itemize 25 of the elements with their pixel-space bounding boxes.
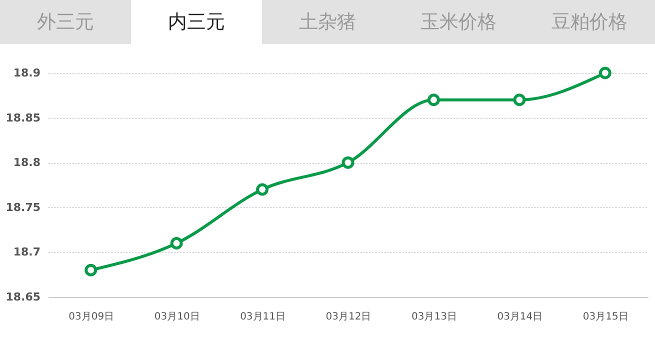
x-tick-label: 03月15日: [582, 312, 628, 322]
text: 外三元: [36, 10, 95, 35]
point: [598, 66, 612, 80]
text: 豆粕价格: [550, 10, 628, 35]
point: [84, 264, 98, 276]
x-tick-label: 03月11日: [240, 312, 286, 322]
text: 玉米价格: [420, 10, 498, 35]
y-tick-label: 18.8: [13, 156, 40, 170]
x-tick-label: 03月12日: [326, 312, 372, 322]
x-tick-label: 03月14日: [497, 312, 543, 322]
y-tick-label: 18.9: [13, 66, 40, 80]
text: 内三元: [131, 0, 262, 44]
point: [170, 237, 183, 250]
point: [427, 94, 440, 106]
text: 土杂猪: [298, 10, 357, 35]
x-tick-label: 03月09日: [68, 312, 114, 322]
x-tick-label: 03月10日: [154, 312, 200, 322]
y-tick-label: 18.85: [6, 111, 40, 124]
point: [256, 183, 269, 196]
y-tick-label: 18.65: [6, 290, 40, 304]
y-tick-label: 18.75: [6, 200, 40, 214]
x-tick-label: 03月13日: [411, 312, 457, 322]
point: [513, 94, 526, 106]
y-tick-label: 18.7: [13, 246, 40, 259]
point: [342, 156, 354, 169]
